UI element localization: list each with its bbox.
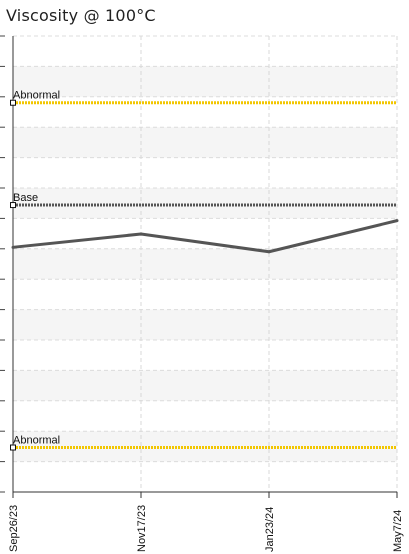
axes: [0, 35, 398, 498]
reference-marker: [10, 444, 16, 451]
grid-band: [13, 248, 397, 280]
chart-title: Viscosity @ 100°C: [6, 6, 156, 25]
reference-label: Abnormal: [13, 435, 60, 447]
x-tick-label: May7/24: [392, 510, 404, 552]
x-tick-labels: Sep26/23 Nov17/23 Jan23/24 May7/24: [8, 505, 404, 552]
x-tick-label: Jan23/24: [264, 507, 276, 552]
grid-band: [13, 370, 397, 401]
x-tick-label: Sep26/23: [8, 505, 20, 552]
grid-band: [13, 66, 397, 97]
data-point: [139, 232, 143, 236]
grid-band: [13, 127, 397, 158]
x-tick-label: Nov17/23: [136, 505, 148, 552]
data-point: [267, 250, 271, 254]
grid-band: [13, 188, 397, 219]
grid-band: [13, 309, 397, 340]
series-lines: [11, 219, 399, 254]
grid-bands: [13, 66, 397, 462]
series-line: [12, 219, 398, 254]
reference-marker: [10, 202, 16, 209]
reference-label: Abnormal: [13, 90, 60, 102]
reference-marker: [10, 99, 16, 106]
reference-lines: Abnormal Base Abnormal: [10, 90, 397, 451]
data-point: [395, 219, 399, 223]
data-point: [11, 245, 15, 249]
reference-label: Base: [13, 192, 38, 204]
